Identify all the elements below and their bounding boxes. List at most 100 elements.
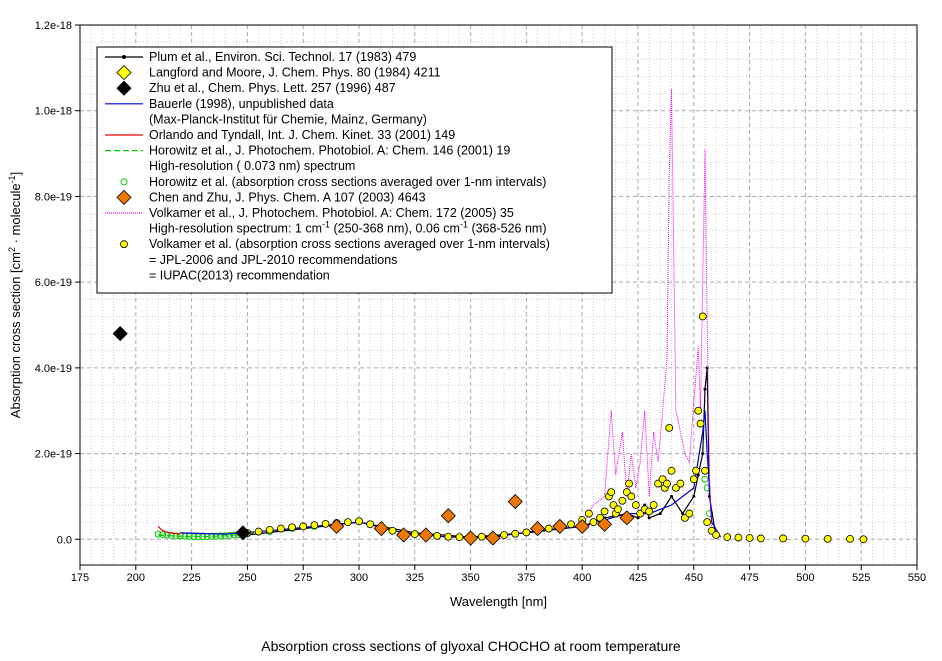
y-axis-label-part: ] xyxy=(8,172,23,176)
legend-entry: Chen and Zhu, J. Phys. Chem. A 107 (2003… xyxy=(116,189,426,205)
x-tick-label: 250 xyxy=(238,572,256,584)
data-point xyxy=(689,475,698,484)
data-point xyxy=(276,524,285,533)
y-tick-label: 6.0e-19 xyxy=(35,277,72,289)
data-point xyxy=(321,519,330,528)
data-point xyxy=(663,479,671,488)
legend-entry: Bauerle (1998), unpublished data(Max-Pla… xyxy=(105,97,427,126)
data-point xyxy=(221,532,229,540)
legend-label: Volkamer et al., J. Photochem. Photobiol… xyxy=(149,206,514,220)
data-point xyxy=(477,532,486,541)
legend-swatch xyxy=(116,65,132,81)
x-tick-label: 550 xyxy=(908,572,926,584)
data-point xyxy=(410,530,419,539)
legend-entry: Horowitz et al. (absorption cross sectio… xyxy=(120,175,546,189)
legend-entry: Zhu et al., Chem. Phys. Lett. 257 (1996)… xyxy=(116,80,396,96)
data-point xyxy=(388,526,397,535)
data-point xyxy=(373,521,389,537)
legend-entry: Langford and Moore, J. Chem. Phys. 80 (1… xyxy=(116,65,441,81)
legend-label: Langford and Moore, J. Chem. Phys. 80 (1… xyxy=(149,66,441,80)
data-point xyxy=(329,518,345,534)
series-line xyxy=(581,89,713,531)
data-point xyxy=(619,510,635,526)
legend-swatch xyxy=(122,55,126,59)
x-tick-label: 350 xyxy=(461,572,479,584)
data-point xyxy=(544,524,553,533)
data-series xyxy=(157,525,181,535)
data-point xyxy=(112,326,128,342)
data-point xyxy=(745,534,754,542)
data-point xyxy=(701,452,705,456)
data-point xyxy=(723,533,732,542)
data-point xyxy=(696,419,705,428)
data-point xyxy=(463,530,479,546)
data-point xyxy=(396,527,412,543)
data-point xyxy=(366,520,375,529)
x-tick-label: 375 xyxy=(517,572,535,584)
x-tick-label: 500 xyxy=(796,572,814,584)
legend-label: High-resolution spectrum: 1 cm-1 (250-36… xyxy=(149,220,546,236)
data-point xyxy=(823,534,832,543)
data-point xyxy=(756,534,765,543)
y-axis-label-sup: 2 xyxy=(7,247,17,252)
data-point xyxy=(485,530,501,546)
data-series xyxy=(243,312,868,544)
x-tick-label: 325 xyxy=(406,572,424,584)
data-point xyxy=(217,532,225,540)
y-tick-label: 1.2e-18 xyxy=(35,20,72,32)
data-point xyxy=(703,387,707,391)
legend-swatch xyxy=(116,80,132,96)
data-point xyxy=(779,534,787,543)
data-point xyxy=(801,534,810,543)
data-point xyxy=(529,521,546,537)
data-point xyxy=(584,509,593,518)
data-point xyxy=(734,533,743,542)
series-layer xyxy=(112,89,868,546)
legend-label: = JPL-2006 and JPL-2010 recommendations xyxy=(149,253,397,267)
data-point xyxy=(455,533,464,542)
x-tick-label: 175 xyxy=(71,572,89,584)
legend-label: Plum et al., Environ. Sci. Technol. 17 (… xyxy=(149,50,416,64)
data-point xyxy=(172,532,180,540)
data-point xyxy=(265,525,274,534)
legend-label: Volkamer et al. (absorption cross sectio… xyxy=(149,237,550,251)
data-point xyxy=(703,518,712,527)
data-point xyxy=(625,479,633,488)
data-point xyxy=(299,522,308,531)
x-tick-label: 225 xyxy=(182,572,200,584)
data-point xyxy=(433,531,442,540)
legend-box xyxy=(96,46,613,294)
data-point xyxy=(159,531,167,539)
data-point xyxy=(667,466,676,475)
data-point xyxy=(254,527,263,536)
legend-entry: Volkamer et al., J. Photochem. Photobiol… xyxy=(105,206,514,220)
legend-swatch xyxy=(116,189,132,205)
series-line xyxy=(157,525,181,535)
y-tick-label: 8.0e-19 xyxy=(35,191,72,203)
y-axis-label-sup: -1 xyxy=(7,175,17,183)
legend-label: = IUPAC(2013) recommendation xyxy=(149,268,330,282)
data-point xyxy=(567,520,575,529)
x-tick-label: 400 xyxy=(573,572,591,584)
y-tick-label: 0.0 xyxy=(57,534,72,546)
legend-label: Zhu et al., Chem. Phys. Lett. 257 (1996)… xyxy=(149,81,396,95)
data-point xyxy=(511,529,520,538)
legend-label: High-resolution ( 0.073 nm) spectrum xyxy=(149,159,355,173)
legend-label: Horowitz et al. (absorption cross sectio… xyxy=(149,175,546,189)
data-point xyxy=(500,531,508,539)
data-point xyxy=(607,488,616,497)
legend-entry: Volkamer et al. (absorption cross sectio… xyxy=(120,237,550,282)
legend-entry: Plum et al., Environ. Sci. Technol. 17 (… xyxy=(105,50,416,64)
y-tick-label: 2.0e-19 xyxy=(35,449,72,461)
legend-entry: Orlando and Tyndall, Int. J. Chem. Kinet… xyxy=(105,128,455,142)
data-point xyxy=(522,528,531,537)
data-point xyxy=(600,507,609,516)
ticks: 175 200 225 250 275 300 325 350 375 400 425 450 475 5… xyxy=(35,20,926,584)
y-tick-label: 4.0e-19 xyxy=(35,363,72,375)
x-tick-label: 450 xyxy=(685,572,703,584)
data-point xyxy=(444,532,453,541)
data-point xyxy=(701,466,709,475)
data-point xyxy=(692,466,700,475)
x-axis-label: Wavelength [nm] xyxy=(450,594,547,609)
